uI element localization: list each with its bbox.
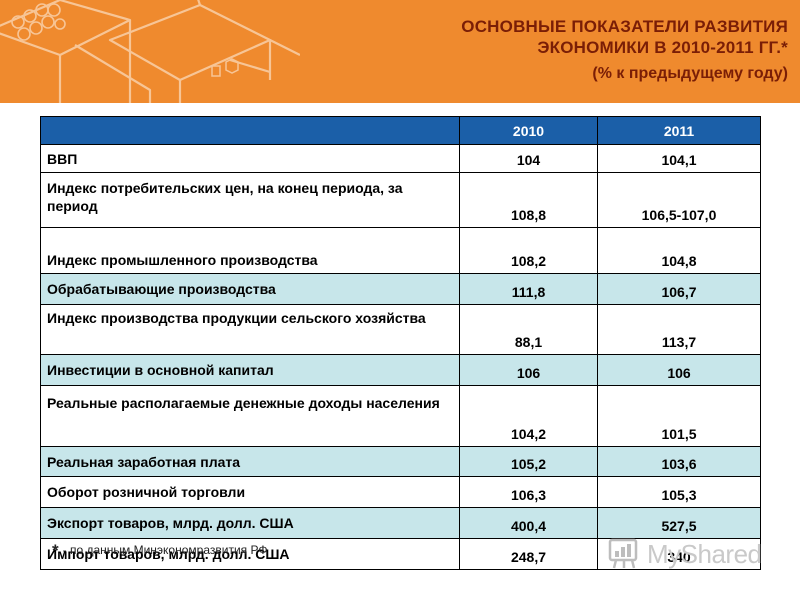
- value-2011: 106: [597, 354, 761, 386]
- boxes-illustration-icon: [0, 0, 300, 103]
- logo-text: MyShared: [647, 538, 762, 569]
- row-label: Индекс промышленного производства: [40, 227, 460, 274]
- table-row: Обрабатывающие производства 111,8 106,7: [40, 273, 761, 305]
- value-2011: 106,7: [597, 273, 761, 305]
- table-row: Индекс потребительских цен, на конец пер…: [40, 172, 761, 228]
- value-2011: 103,6: [597, 446, 761, 477]
- value-2010: 108,2: [459, 227, 598, 274]
- table-row: Экспорт товаров, млрд. долл. США 400,4 5…: [40, 507, 761, 539]
- value-2010: 400,4: [459, 507, 598, 539]
- row-label: ВВП: [40, 144, 460, 173]
- column-header-indicator: [40, 116, 460, 145]
- value-2010: 104: [459, 144, 598, 173]
- myshared-logo[interactable]: MyShared: [607, 537, 767, 571]
- value-2010: 88,1: [459, 304, 598, 355]
- table-row: Реальные располагаемые денежные доходы н…: [40, 385, 761, 447]
- column-header-2011: 2011: [597, 116, 761, 145]
- table-row: Индекс производства продукции сельского …: [40, 304, 761, 355]
- value-2011: 105,3: [597, 476, 761, 508]
- row-label: Оборот розничной торговли: [40, 476, 460, 508]
- row-label: Импорт товаров, млрд. долл. США: [40, 538, 460, 570]
- indicators-table: 2010 2011 ВВП 104 104,1 Индекс потребите…: [40, 116, 761, 570]
- value-2010: 106: [459, 354, 598, 386]
- header-banner: ОСНОВНЫЕ ПОКАЗАТЕЛИ РАЗВИТИЯ ЭКОНОМИКИ В…: [0, 0, 800, 103]
- row-label: Обрабатывающие производства: [40, 273, 460, 305]
- table-header-row: 2010 2011: [40, 116, 761, 145]
- value-2011: 527,5: [597, 507, 761, 539]
- row-label: Реальная заработная плата: [40, 446, 460, 477]
- row-label: Реальные располагаемые денежные доходы н…: [40, 385, 460, 447]
- page-title-line-1: ОСНОВНЫЕ ПОКАЗАТЕЛИ РАЗВИТИЯ: [461, 17, 788, 36]
- value-2010: 248,7: [459, 538, 598, 570]
- table-row: Реальная заработная плата 105,2 103,6: [40, 446, 761, 477]
- footnote: * - по данным Минэкономразвития РФ: [52, 541, 267, 561]
- value-2010: 106,3: [459, 476, 598, 508]
- row-label: Экспорт товаров, млрд. долл. США: [40, 507, 460, 539]
- value-2011: 106,5-107,0: [597, 172, 761, 228]
- myshared-logo-icon: [608, 538, 638, 569]
- table-row: ВВП 104 104,1: [40, 144, 761, 173]
- table-row: Инвестиции в основной капитал 106 106: [40, 354, 761, 386]
- value-2011: 113,7: [597, 304, 761, 355]
- title-block: ОСНОВНЫЕ ПОКАЗАТЕЛИ РАЗВИТИЯ ЭКОНОМИКИ В…: [368, 16, 788, 84]
- footnote-marker: *: [52, 541, 59, 560]
- value-2010: 105,2: [459, 446, 598, 477]
- row-label: Инвестиции в основной капитал: [40, 354, 460, 386]
- footnote-text: - по данным Минэкономразвития РФ: [62, 543, 268, 557]
- value-2010: 111,8: [459, 273, 598, 305]
- column-header-2010: 2010: [459, 116, 598, 145]
- table-row: Оборот розничной торговли 106,3 105,3: [40, 476, 761, 508]
- value-2010: 104,2: [459, 385, 598, 447]
- page-title-line-2: ЭКОНОМИКИ В 2010-2011 ГГ.*: [537, 38, 788, 57]
- row-label: Индекс потребительских цен, на конец пер…: [40, 172, 460, 228]
- table-row: Индекс промышленного производства 108,2 …: [40, 227, 761, 274]
- row-label: Индекс производства продукции сельского …: [40, 304, 460, 355]
- value-2011: 101,5: [597, 385, 761, 447]
- value-2011: 104,1: [597, 144, 761, 173]
- value-2010: 108,8: [459, 172, 598, 228]
- page-subtitle: (% к предыдущему году): [592, 65, 788, 82]
- indicators-table-wrapper: 2010 2011 ВВП 104 104,1 Индекс потребите…: [40, 116, 761, 570]
- value-2011: 104,8: [597, 227, 761, 274]
